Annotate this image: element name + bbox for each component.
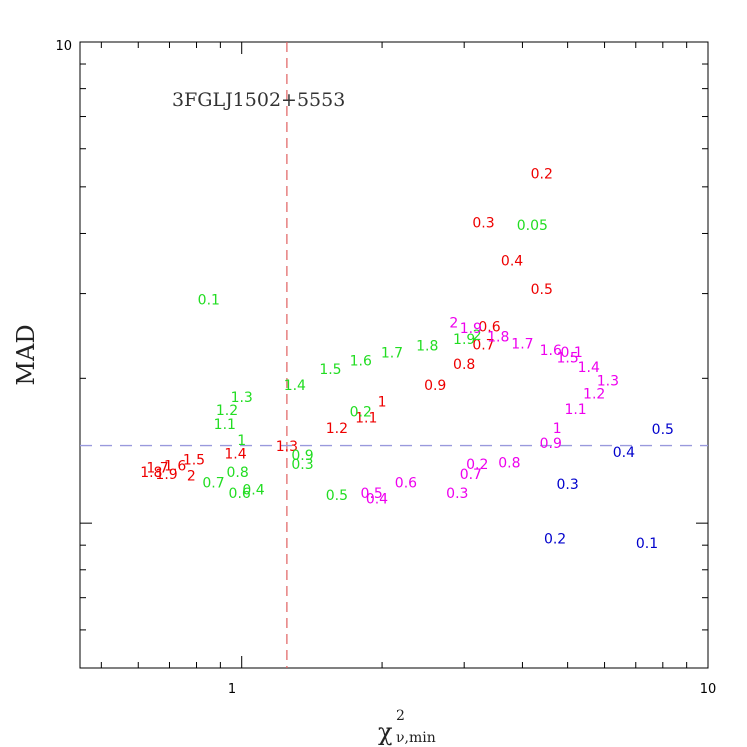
data-point-label: 2 [187,469,196,485]
data-point-label: 1.1 [355,411,377,427]
data-point-label: 1.3 [231,390,253,406]
data-point-label: 0.3 [291,457,313,473]
data-point-label: 0.2 [544,531,566,547]
data-point-label: 1.7 [146,460,168,476]
data-point-label: 1.3 [597,373,619,389]
data-point-label: 1.8 [140,465,162,481]
data-point-label: 0.5 [326,488,348,504]
data-point-label: 1.4 [224,446,246,462]
data-point-label: 0.2 [531,167,553,183]
data-point-label: 0.8 [498,456,520,472]
data-point-label: 0.9 [540,436,562,452]
x-axis-label-subscript: ν,min [396,730,436,746]
data-point-label: 1.3 [276,439,298,455]
data-point-label: 1.6 [540,343,562,359]
data-point-label: 0.4 [501,253,523,269]
data-point-label: 0.1 [561,345,583,361]
data-point-label: 0.4 [366,491,388,507]
plot-frame [79,41,709,669]
data-point-label: 1.8 [487,330,509,346]
data-point-label: 1 [237,433,246,449]
data-point-label: 1.5 [556,350,578,366]
data-point-label: 0.4 [613,445,635,461]
x-axis-label: χ 2 ν,min [378,708,436,746]
data-point-label: 0.5 [531,282,553,298]
data-point-label: 1.5 [183,452,205,468]
data-point-label: 0.5 [652,422,674,438]
data-point-label: 2 [449,315,458,331]
data-point-label: 0.3 [446,486,468,502]
x-axis-label-superscript: 2 [396,708,405,724]
x-tick-label-1: 1 [228,682,236,697]
data-point-label: 0.2 [350,404,372,420]
data-labels: 0.20.30.40.50.60.70.80.911.11.21.31.41.5… [140,167,674,552]
data-point-label: 0.8 [226,465,248,481]
data-point-label: 0.2 [466,457,488,473]
data-point-label: 1.2 [326,421,348,437]
data-point-label: 1 [553,421,562,437]
data-point-label: 0.3 [472,215,494,231]
data-point-label: 0.6 [478,320,500,336]
data-point-label: 1.9 [155,467,177,483]
y-tick-label-10: 10 [55,39,72,54]
data-point-label: 1.2 [216,403,238,419]
data-point-label: 0.6 [395,475,417,491]
data-point-label: 1.4 [284,378,306,394]
data-point-label: 0.3 [556,477,578,493]
data-point-label: 0.1 [636,536,658,552]
data-point-label: 1.5 [319,362,341,378]
data-point-label: 1.9 [460,321,482,337]
data-point-label: 1.1 [214,417,236,433]
data-point-label: 1.7 [381,346,403,362]
data-point-label: 0.9 [291,448,313,464]
data-point-label: 0.5 [361,486,383,502]
data-point-label: 0.7 [460,467,482,483]
data-point-label: 0.9 [424,378,446,394]
axis-ticks [80,41,709,669]
data-point-label: 1.1 [564,402,586,418]
data-point-label: 0.4 [242,482,264,498]
data-point-label: 0.8 [453,357,475,373]
x-axis-label-symbol: χ [378,718,393,746]
reference-lines [80,42,708,668]
data-point-label: 0.7 [202,475,224,491]
data-point-label: 1.7 [511,337,533,353]
data-point-label: 1.8 [416,338,438,354]
y-axis-label: MAD [12,324,40,385]
data-point-label: 1.6 [164,459,186,475]
data-point-label: 1.2 [583,387,605,403]
data-point-label: 0.6 [229,486,251,502]
data-point-label: 0.05 [517,218,548,234]
chart-title: 3FGLJ1502+5553 [172,89,345,111]
data-point-label: 2 [473,328,482,344]
data-point-label: 0.7 [472,338,494,354]
x-tick-label-10: 10 [700,682,717,697]
data-point-label: 1.6 [350,353,372,369]
data-point-label: 1.9 [453,332,475,348]
data-point-label: 0.1 [198,293,220,309]
data-point-label: 1.4 [578,360,600,376]
data-point-label: 1 [378,395,387,411]
